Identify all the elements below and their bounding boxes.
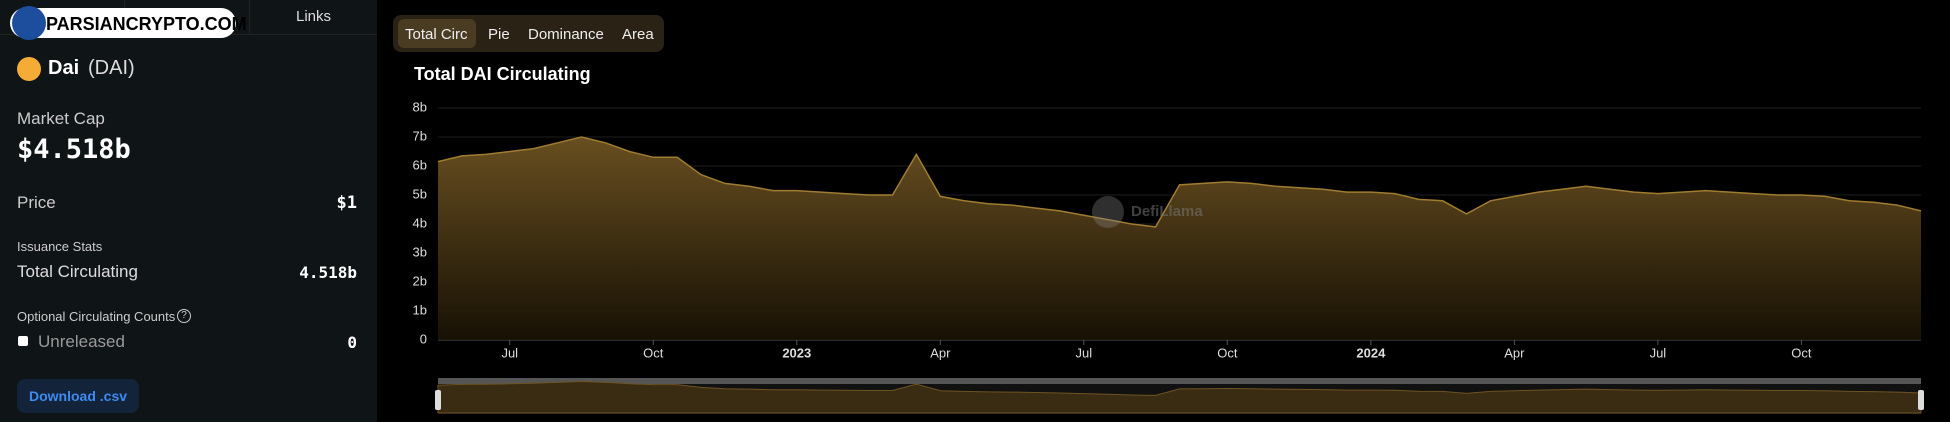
label: Total Circulating [17, 262, 138, 281]
chart-tab[interactable]: Area [622, 26, 654, 43]
y-tick-label: 4b [413, 215, 427, 230]
chart-tab[interactable]: Total Circ [405, 26, 468, 43]
token-icon [17, 57, 41, 81]
value: $4.518b [17, 134, 131, 165]
brush-handle [1918, 390, 1924, 410]
x-tick-label: Apr [930, 345, 951, 360]
chart-watermark: DefiLlama [1131, 203, 1203, 220]
value: 0 [347, 333, 357, 352]
label: Issuance Stats [17, 239, 103, 254]
help-icon[interactable]: ? [177, 309, 191, 323]
label: Price [17, 193, 56, 212]
chart-tab[interactable]: Dominance [528, 26, 604, 43]
sidebar: Links PARSIANCRYPTO.COM Dai (DAI) Market… [0, 0, 377, 422]
token-name: Dai [48, 57, 80, 79]
active-tab [398, 19, 476, 48]
x-tick-label: Oct [643, 345, 664, 360]
y-tick-label: 6b [413, 157, 427, 172]
area [438, 137, 1921, 340]
x-tick-label: Oct [1791, 345, 1812, 360]
y-tick-label: 7b [413, 128, 427, 143]
value: $1 [336, 193, 357, 213]
x-tick-label: Jul [501, 345, 518, 360]
label: Market Cap [17, 109, 105, 128]
x-tick-label: 2024 [1356, 345, 1386, 360]
token-symbol: (DAI) [88, 57, 135, 79]
watermark-box [10, 8, 236, 38]
brush-bar [438, 378, 1921, 384]
checkbox[interactable] [18, 336, 28, 346]
x-tick-label: Apr [1504, 345, 1525, 360]
y-tick-label: 0 [420, 331, 427, 346]
watermark-icon [1092, 196, 1124, 228]
links-tab[interactable]: Links [296, 8, 332, 25]
x-tick-label: Oct [1217, 345, 1238, 360]
value: 4.518b [299, 263, 357, 282]
x-tick-label: Jul [1076, 345, 1093, 360]
label: Unreleased [38, 332, 125, 351]
x-tick-label: 2023 [782, 345, 811, 360]
label: Optional Circulating Counts [17, 309, 176, 324]
tab-divider [249, 0, 250, 34]
download-button[interactable] [17, 379, 139, 413]
y-tick-label: 5b [413, 186, 427, 201]
brush-handle [435, 390, 441, 410]
download-label: Download .csv [29, 388, 128, 404]
x-tick-label: Jul [1650, 345, 1667, 360]
y-tick-label: 1b [413, 302, 427, 317]
line [437, 136, 1922, 228]
y-tick-label: 3b [413, 244, 427, 259]
chart-title: Total DAI Circulating [414, 64, 591, 84]
brush-area [437, 380, 1922, 414]
watermark: PARSIANCRYPTO.COM [46, 14, 247, 34]
chart-tab[interactable]: Pie [488, 26, 510, 43]
chart: Total DAI Circulating 0 1b 2b 3b 4b 5b 6b 7b 8b J… [413, 64, 1924, 414]
y-tick-label: 2b [413, 273, 427, 288]
y-tick-label: 8b [413, 99, 427, 114]
watermark-icon [12, 6, 46, 40]
